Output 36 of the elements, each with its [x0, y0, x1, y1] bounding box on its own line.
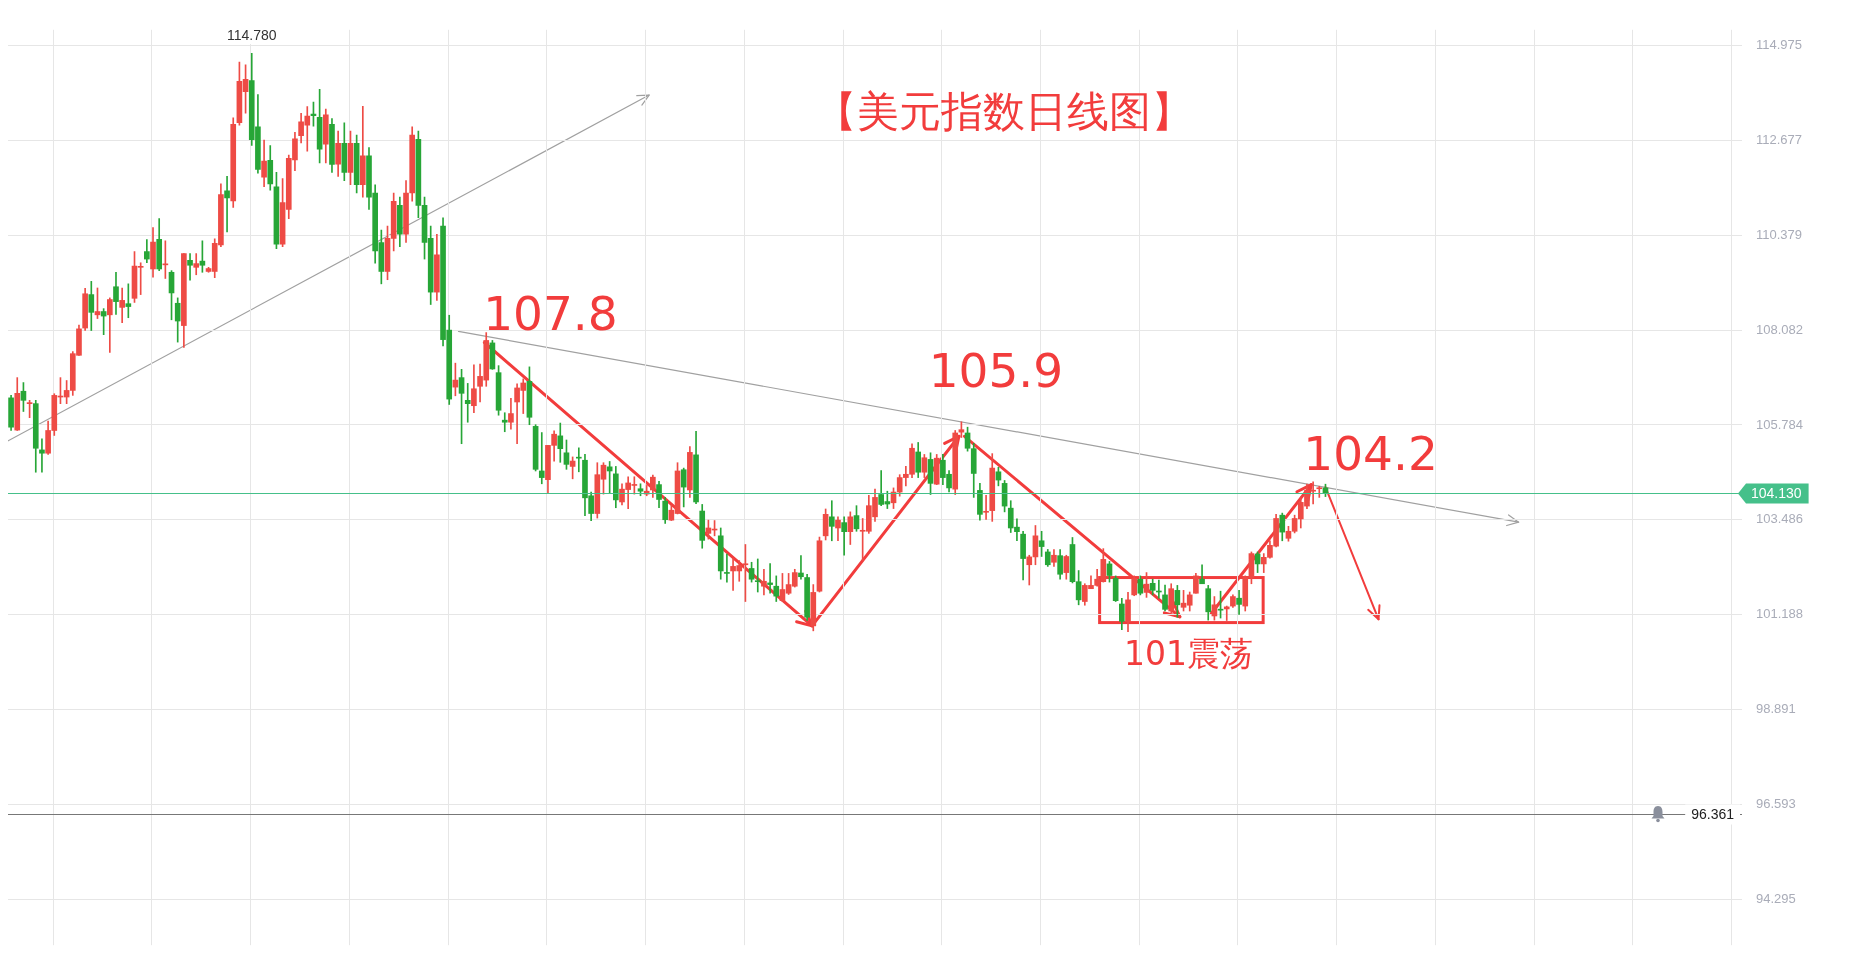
candlestick	[724, 553, 730, 583]
annotation: 101震荡	[1123, 632, 1253, 675]
y-tick-label: 98.891	[1756, 701, 1796, 717]
y-tick-label: 112.677	[1756, 131, 1803, 147]
candlestick	[39, 438, 45, 473]
candlestick	[767, 563, 773, 594]
y-tick-label: 108.082	[1756, 321, 1803, 337]
annotation: 105.9	[928, 342, 1064, 398]
candlestick	[983, 495, 989, 520]
annotation: 114.780	[220, 26, 283, 45]
y-tick-label: 96.593	[1756, 796, 1796, 812]
ref-line-label: 96.361	[1691, 806, 1735, 823]
candlestick	[187, 253, 193, 281]
candlestick	[575, 447, 582, 473]
candlestick	[119, 287, 125, 324]
candlestick	[1199, 564, 1205, 585]
candlestick	[224, 176, 230, 233]
candlestick	[193, 253, 200, 276]
annotation: 104.2	[1303, 425, 1438, 481]
y-tick-label: 105.784	[1756, 416, 1803, 432]
y-tick-label: 103.486	[1756, 511, 1803, 527]
candlestick	[798, 555, 804, 580]
candlestick	[1316, 485, 1323, 498]
candlestick	[538, 432, 545, 485]
candlestick	[841, 516, 847, 556]
y-tick-label: 114.975	[1756, 36, 1803, 52]
y-tick-label: 110.379	[1756, 226, 1803, 242]
ref-line-label: 104.130	[1751, 485, 1802, 502]
y-tick-label: 101.188	[1756, 606, 1803, 622]
text: 【美元指数日线图】	[814, 86, 1193, 138]
candlestick	[501, 412, 508, 433]
candlestick	[464, 383, 471, 423]
candlestick	[761, 568, 767, 596]
candlestick	[754, 558, 761, 593]
y-tick-label: 94.295	[1756, 891, 1796, 907]
annotation: 107.8	[483, 285, 618, 341]
